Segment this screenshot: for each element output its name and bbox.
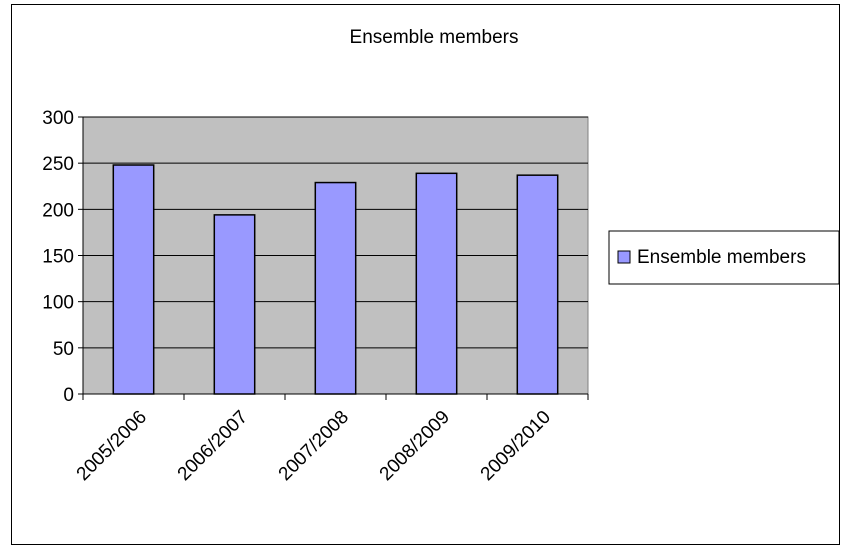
x-tick-label: 2006/2007 — [174, 407, 252, 485]
x-tick-label: 2007/2008 — [275, 407, 353, 485]
bar — [516, 174, 559, 395]
y-tick-label: 50 — [53, 339, 74, 360]
legend-box — [608, 230, 840, 285]
bars — [112, 164, 559, 395]
y-tick-label: 150 — [42, 247, 74, 268]
legend-label: Ensemble members — [637, 247, 806, 268]
bar — [314, 181, 357, 395]
y-tick-label: 100 — [42, 293, 74, 314]
legend: Ensemble members — [608, 230, 840, 285]
y-tick-labels: 0 50 100 150 200 250 300 — [42, 108, 74, 406]
y-tick-label: 200 — [42, 200, 74, 221]
legend-swatch — [617, 250, 631, 264]
bar — [415, 172, 458, 395]
x-tick-labels: 2005/2006 2006/2007 2007/2008 2008/2009 2009… — [73, 407, 555, 485]
x-tick-label: 2005/2006 — [73, 407, 151, 485]
bar — [112, 164, 155, 395]
axes — [78, 116, 589, 400]
bar — [213, 214, 256, 395]
y-tick-label: 250 — [42, 154, 74, 175]
x-tick-label: 2009/2010 — [477, 407, 555, 485]
y-tick-label: 300 — [42, 108, 74, 129]
x-tick-label: 2008/2009 — [376, 407, 454, 485]
chart-title: Ensemble members — [350, 27, 519, 48]
y-tick-label: 0 — [63, 385, 74, 406]
